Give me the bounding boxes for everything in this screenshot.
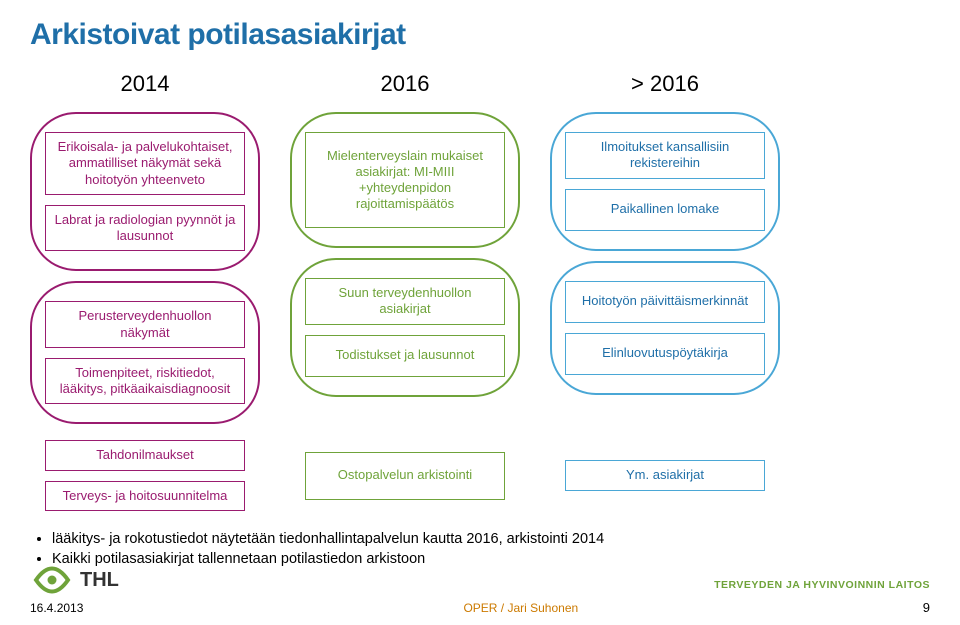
logo: THL — [30, 563, 119, 597]
column-2014: 2014 Erikoisala- ja palvelukohtaiset, am… — [30, 70, 260, 424]
bottom-col-1: Tahdonilmaukset Terveys- ja hoitosuunnit… — [30, 440, 260, 511]
bottom-row: Tahdonilmaukset Terveys- ja hoitosuunnit… — [30, 440, 930, 511]
thl-logo-icon — [30, 563, 74, 597]
logo-text: THL — [80, 569, 119, 592]
column-post2016: > 2016 Ilmoitukset kansallisiin rekister… — [550, 70, 780, 424]
footer-center: OPER / Jari Suhonen — [463, 601, 578, 615]
box: Ym. asiakirjat — [565, 460, 765, 490]
column-2016: 2016 Mielenterveyslain mukaiset asiakirj… — [290, 70, 520, 424]
columns-grid: 2014 Erikoisala- ja palvelukohtaiset, am… — [30, 70, 930, 424]
box: Suun terveydenhuollon asiakirjat — [305, 278, 505, 325]
footer: THL 16.4.2013 OPER / Jari Suhonen 9 — [30, 563, 930, 615]
year-label-post2016: > 2016 — [631, 70, 699, 98]
bullet-item: lääkitys- ja rokotustiedot näytetään tie… — [52, 529, 930, 549]
box: Ostopalvelun arkistointi — [305, 452, 505, 500]
box: Terveys- ja hoitosuunnitelma — [45, 481, 245, 511]
box: Todistukset ja lausunnot — [305, 335, 505, 377]
group-2014-a: Erikoisala- ja palvelukohtaiset, ammatil… — [30, 112, 260, 271]
box: Erikoisala- ja palvelukohtaiset, ammatil… — [45, 132, 245, 195]
group-2016-a: Mielenterveyslain mukaiset asiakirjat: M… — [290, 112, 520, 248]
box: Toimenpiteet, riskitiedot, lääkitys, pit… — [45, 358, 245, 405]
year-label-2014: 2014 — [121, 70, 170, 98]
box: Perusterveydenhuollon näkymät — [45, 301, 245, 348]
group-post2016-a: Ilmoitukset kansallisiin rekistereihin P… — [550, 112, 780, 251]
page-title: Arkistoivat potilasasiakirjat — [30, 18, 930, 52]
group-2016-b: Suun terveydenhuollon asiakirjat Todistu… — [290, 258, 520, 397]
box: Elinluovutuspöytäkirja — [565, 333, 765, 375]
box: Ilmoitukset kansallisiin rekistereihin — [565, 132, 765, 179]
group-2014-b: Perusterveydenhuollon näkymät Toimenpite… — [30, 281, 260, 424]
bottom-col-3: Ym. asiakirjat — [550, 460, 780, 490]
bottom-col-2: Ostopalvelun arkistointi — [290, 452, 520, 500]
year-label-2016: 2016 — [381, 70, 430, 98]
box: Mielenterveyslain mukaiset asiakirjat: M… — [305, 132, 505, 228]
box: Labrat ja radiologian pyynnöt ja lausunn… — [45, 205, 245, 252]
page-number: 9 — [923, 600, 930, 615]
box: Paikallinen lomake — [565, 189, 765, 231]
box: Tahdonilmaukset — [45, 440, 245, 470]
group-post2016-b: Hoitotyön päivittäismerkinnät Elinluovut… — [550, 261, 780, 395]
footer-date: 16.4.2013 — [30, 601, 119, 615]
box: Hoitotyön päivittäismerkinnät — [565, 281, 765, 323]
